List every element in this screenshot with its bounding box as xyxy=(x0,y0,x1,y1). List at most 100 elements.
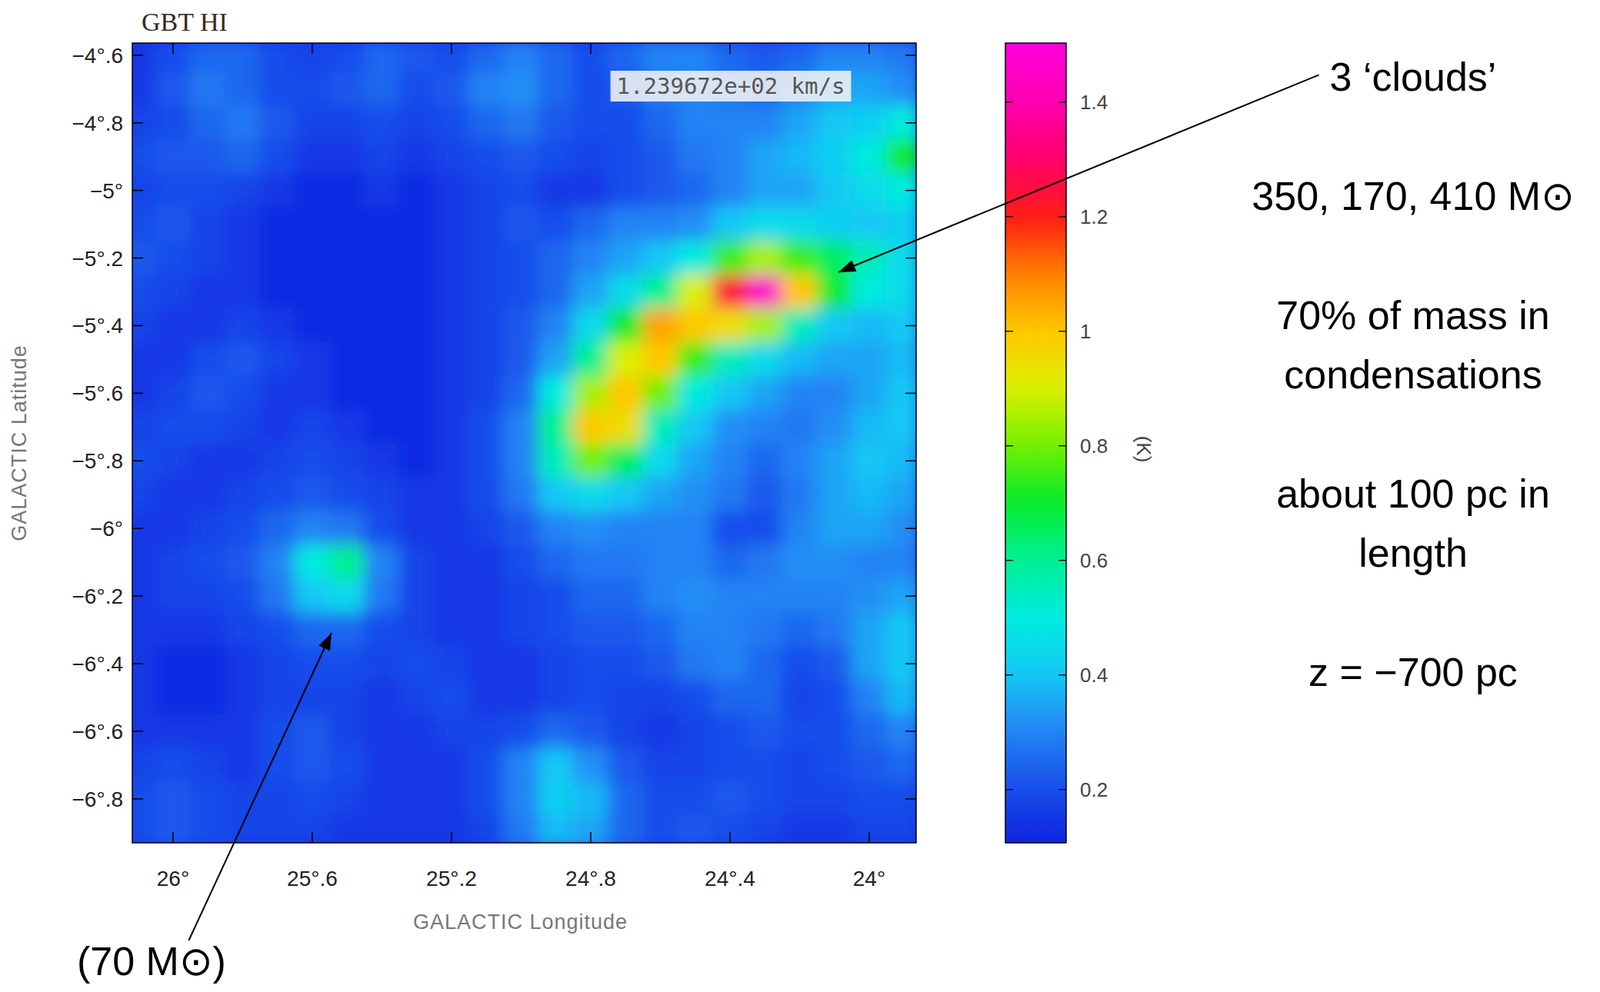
cell xyxy=(329,579,365,614)
cell xyxy=(433,71,470,107)
cell xyxy=(573,206,609,242)
cell xyxy=(329,646,365,682)
cell xyxy=(363,240,400,276)
cell xyxy=(642,477,678,513)
cell xyxy=(399,105,435,140)
cell xyxy=(642,376,678,411)
cell xyxy=(503,240,539,276)
y-tick-label: −5°.8 xyxy=(72,449,124,474)
cell xyxy=(538,781,574,817)
y-tick xyxy=(905,54,917,57)
cell xyxy=(573,680,609,716)
cell xyxy=(746,713,783,749)
cell xyxy=(363,105,400,140)
cell xyxy=(132,477,157,513)
colorbar-tick-label: 1.2 xyxy=(1080,205,1108,229)
cell xyxy=(712,511,748,547)
cell xyxy=(329,680,365,716)
x-tick xyxy=(729,43,731,54)
x-axis-title: GALACTIC Longitude xyxy=(413,910,628,934)
x-tick xyxy=(172,832,174,844)
cell xyxy=(224,747,260,783)
cell xyxy=(642,613,678,648)
cell xyxy=(816,274,853,310)
cell xyxy=(132,308,157,344)
cell xyxy=(573,579,609,614)
cell xyxy=(642,646,678,682)
x-tick xyxy=(172,43,174,54)
cell xyxy=(260,206,296,242)
colorbar xyxy=(1005,43,1067,844)
cell xyxy=(155,274,191,310)
cell xyxy=(607,139,644,174)
cell xyxy=(132,613,157,648)
cell xyxy=(260,613,296,648)
cell xyxy=(573,815,609,844)
cell xyxy=(468,71,504,107)
cell xyxy=(538,410,574,445)
cell xyxy=(886,680,917,716)
cell xyxy=(468,376,504,411)
cell xyxy=(781,545,817,580)
cell xyxy=(677,443,714,479)
cell xyxy=(607,376,644,411)
cell xyxy=(503,545,539,580)
cell xyxy=(851,443,887,479)
cell xyxy=(816,43,853,73)
cell xyxy=(538,308,574,344)
y-tick-label: −4°.6 xyxy=(72,43,124,68)
cell xyxy=(190,376,226,411)
cell xyxy=(538,240,574,276)
cell xyxy=(886,443,917,479)
cell xyxy=(433,713,470,749)
cell xyxy=(260,713,296,749)
x-tick-label: 26° xyxy=(156,866,190,891)
cell xyxy=(503,105,539,140)
cell xyxy=(132,545,157,580)
cell xyxy=(155,71,191,107)
x-tick xyxy=(590,43,592,54)
colorbar-tick xyxy=(1058,789,1067,790)
cell xyxy=(712,713,748,749)
cell xyxy=(712,410,748,445)
cell xyxy=(329,105,365,140)
cell xyxy=(260,545,296,580)
cell xyxy=(260,781,296,817)
cell xyxy=(503,443,539,479)
cell xyxy=(132,139,157,174)
cell xyxy=(886,410,917,445)
cell xyxy=(851,545,887,580)
cell xyxy=(363,747,400,783)
x-tick xyxy=(868,832,870,844)
cell xyxy=(190,477,226,513)
cell xyxy=(260,511,296,547)
cell xyxy=(607,579,644,614)
cell xyxy=(642,139,678,174)
cell xyxy=(573,342,609,377)
cell xyxy=(816,613,853,648)
cell xyxy=(781,747,817,783)
cell xyxy=(155,173,191,208)
cell xyxy=(538,376,574,411)
y-tick xyxy=(132,325,144,327)
cell xyxy=(851,613,887,648)
cell xyxy=(781,274,817,310)
cell xyxy=(260,139,296,174)
cell xyxy=(816,308,853,344)
cell xyxy=(363,443,400,479)
colorbar-tick xyxy=(1058,560,1067,561)
cell xyxy=(607,713,644,749)
cell xyxy=(573,646,609,682)
cell xyxy=(329,308,365,344)
cell xyxy=(155,781,191,817)
cell xyxy=(224,815,260,844)
cell xyxy=(503,308,539,344)
cell xyxy=(433,206,470,242)
cell xyxy=(294,71,330,107)
cell xyxy=(399,240,435,276)
cell xyxy=(399,342,435,377)
cell xyxy=(190,680,226,716)
cell xyxy=(433,613,470,648)
cell xyxy=(851,579,887,614)
colorbar-tick xyxy=(1058,674,1067,676)
